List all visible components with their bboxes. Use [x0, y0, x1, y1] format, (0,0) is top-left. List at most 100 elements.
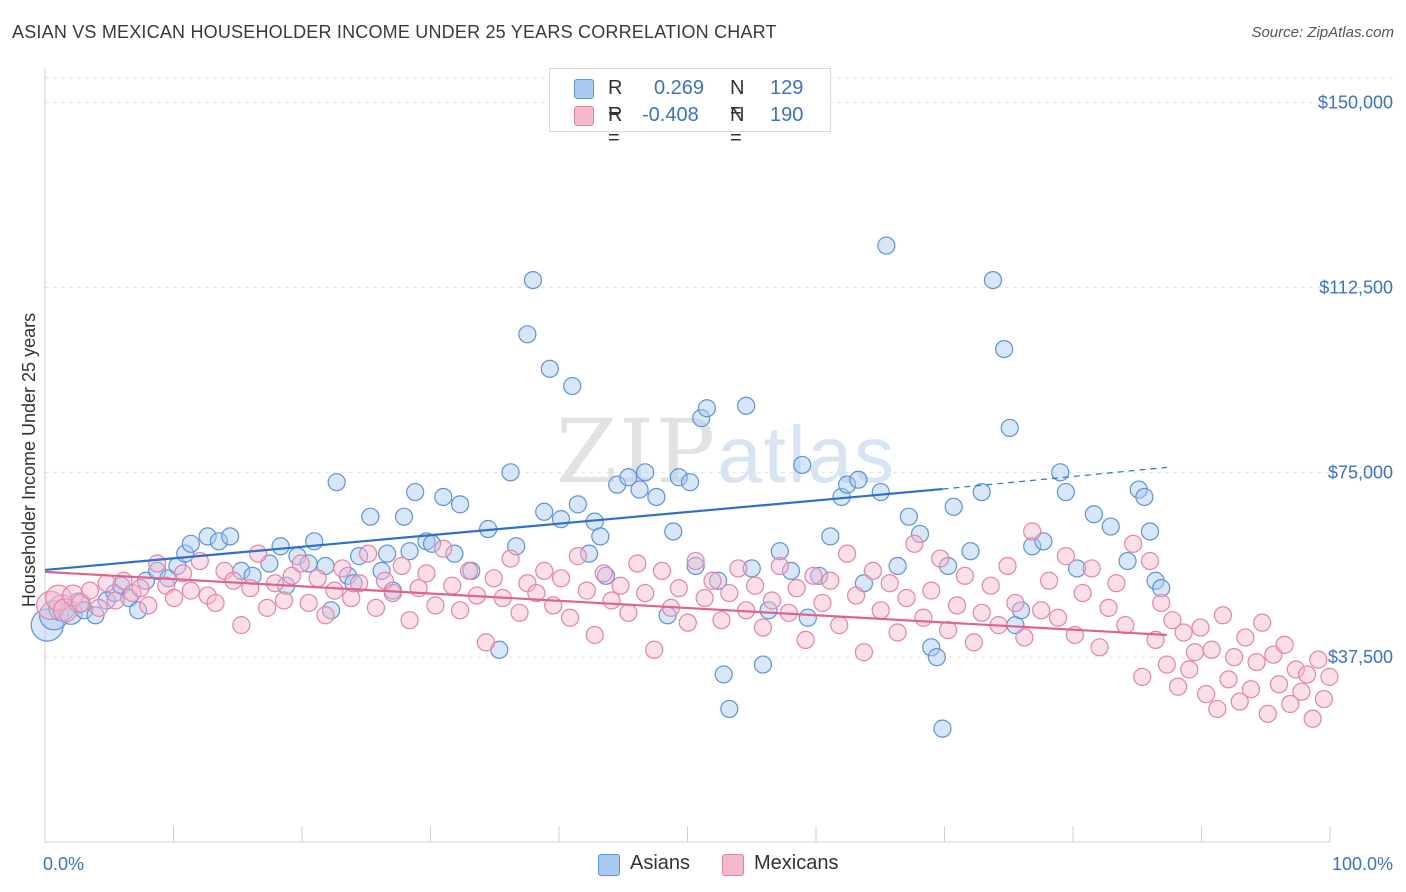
point-mexicans	[854, 643, 874, 662]
point-asians	[759, 601, 778, 620]
point-mexicans	[1281, 694, 1300, 714]
point-asians	[871, 482, 890, 502]
point-mexicans	[897, 588, 916, 608]
bottom-legend-swatch-asians	[598, 854, 620, 876]
point-asians	[742, 559, 761, 578]
watermark-atlas: atlas	[717, 410, 897, 499]
point-mexicans	[813, 593, 832, 613]
point-asians	[837, 475, 857, 494]
point-mexicans	[1032, 601, 1051, 620]
point-mexicans	[366, 598, 386, 617]
point-asians	[434, 487, 453, 507]
point-mexicans	[417, 564, 436, 583]
point-mexicans	[80, 581, 99, 600]
point-mexicans	[1253, 613, 1272, 632]
point-mexicans	[97, 574, 116, 593]
point-asians	[630, 480, 649, 499]
point-asians	[708, 571, 728, 590]
point-mexicans	[1133, 667, 1152, 686]
trend-line-mexicans	[44, 570, 1167, 637]
point-asians	[664, 522, 683, 541]
point-mexicans	[720, 583, 739, 603]
point-mexicans	[1309, 650, 1328, 669]
point-asians	[821, 527, 840, 546]
point-mexicans	[577, 581, 596, 600]
point-mexicans	[383, 583, 402, 603]
point-mexicans	[1039, 571, 1059, 590]
point-mexicans	[1236, 628, 1255, 647]
point-asians	[321, 601, 341, 620]
point-mexicans	[594, 564, 613, 583]
point-asians	[933, 719, 952, 738]
point-mexicans	[510, 603, 529, 622]
bottom-legend-label-asians: Asians	[630, 852, 691, 874]
point-mexicans	[1073, 583, 1092, 603]
point-asians	[680, 473, 700, 492]
point-asians	[1135, 487, 1154, 507]
point-asians	[1140, 522, 1160, 541]
point-mexicans	[1157, 655, 1176, 674]
point-mexicans	[645, 640, 664, 659]
point-mexicans	[602, 591, 621, 610]
point-asians	[400, 542, 419, 561]
point-mexicans	[224, 571, 243, 590]
point-mexicans	[636, 583, 655, 603]
point-mexicans	[1048, 608, 1068, 627]
point-asians	[686, 556, 705, 576]
y-tick-label: $150,000	[1318, 93, 1393, 113]
point-asians	[877, 236, 896, 255]
point-mexicans	[316, 606, 335, 625]
point-mexicans	[1225, 648, 1244, 667]
point-mexicans	[914, 608, 933, 627]
point-asians	[394, 507, 414, 526]
point-mexicans	[443, 576, 462, 595]
point-mexicans	[1006, 593, 1025, 613]
point-mexicans	[611, 576, 630, 595]
point-mexicans	[1202, 640, 1221, 659]
point-asians	[809, 566, 829, 585]
point-mexicans	[686, 551, 705, 571]
point-asians	[596, 566, 616, 585]
point-asians	[619, 468, 638, 487]
point-asians	[523, 270, 543, 290]
chart-title: ASIAN VS MEXICAN HOUSEHOLDER INCOME UNDE…	[12, 22, 777, 42]
x-tick-label: 100.0%	[1332, 854, 1393, 874]
point-mexicans	[484, 569, 503, 588]
point-asians	[927, 648, 946, 667]
point-mexicans	[89, 598, 108, 617]
point-mexicans	[45, 584, 72, 612]
point-mexicans	[265, 574, 285, 593]
point-mexicans	[787, 579, 806, 598]
legend-r-value: -0.408	[642, 104, 699, 126]
point-asians	[591, 527, 610, 546]
point-asians	[995, 339, 1014, 359]
point-asians	[972, 482, 991, 502]
point-mexicans	[1116, 616, 1135, 635]
point-mexicans	[1168, 677, 1188, 696]
point-mexicans	[762, 591, 782, 610]
point-mexicans	[392, 556, 411, 576]
point-asians	[608, 475, 627, 494]
point-mexicans	[400, 611, 419, 630]
point-mexicans	[837, 544, 857, 563]
point-asians	[501, 463, 520, 482]
legend-swatch-mexicans	[574, 106, 594, 126]
point-mexicans	[1297, 665, 1317, 684]
legend-n-label: N =	[730, 104, 745, 149]
point-mexicans	[947, 596, 967, 615]
point-mexicans	[1258, 704, 1277, 723]
point-mexicans	[922, 581, 941, 600]
point-asians	[579, 544, 599, 563]
point-mexicans	[527, 583, 546, 603]
point-asians	[361, 507, 380, 526]
point-asians	[148, 561, 167, 581]
point-mexicans	[1163, 611, 1182, 630]
point-mexicans	[830, 616, 849, 635]
point-asians	[563, 376, 582, 396]
point-asians	[961, 542, 980, 561]
point-mexicans	[1185, 643, 1204, 662]
legend-n-label: N =	[730, 77, 745, 122]
point-asians	[737, 396, 756, 415]
point-mexicans	[426, 596, 445, 615]
point-mexicans	[274, 591, 294, 610]
